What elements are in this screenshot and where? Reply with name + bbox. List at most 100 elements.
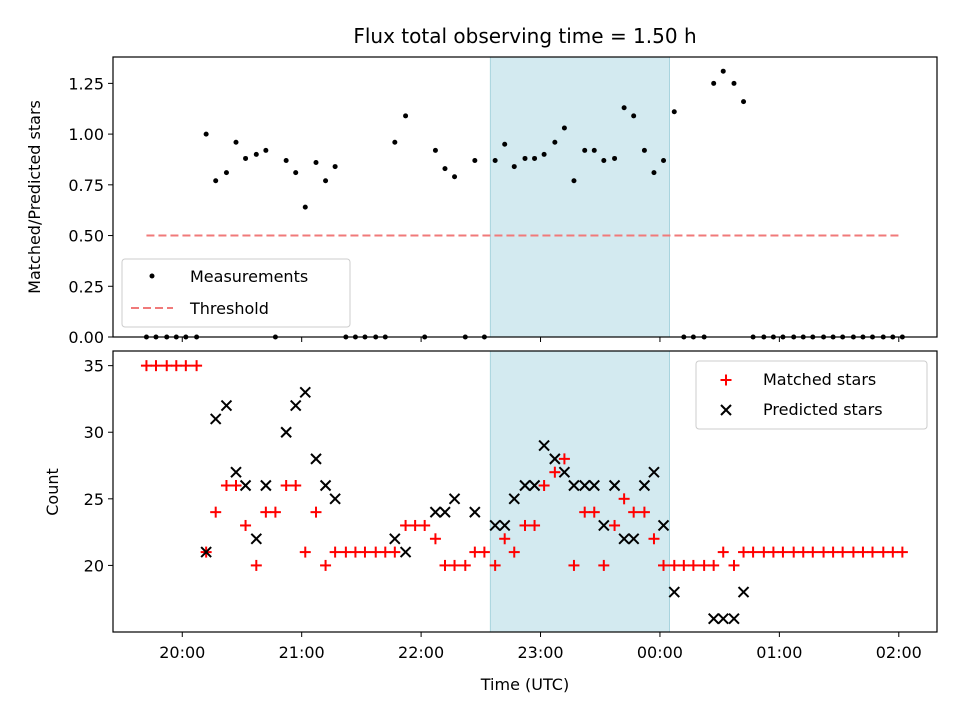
point-p0-s0-38 bbox=[532, 155, 538, 161]
y-tick-label-0-0: 0.00 bbox=[68, 328, 104, 347]
legend-predicted-label: Predicted stars bbox=[763, 400, 883, 419]
point-p0-s0-42 bbox=[571, 178, 577, 184]
point-p1-s0-45 bbox=[588, 506, 600, 518]
point-p1-s1-40 bbox=[728, 612, 740, 625]
point-p1-s1-6 bbox=[260, 479, 272, 492]
point-p0-s0-49 bbox=[641, 147, 647, 153]
point-p1-s0-23 bbox=[370, 546, 382, 558]
point-p0-s0-40 bbox=[552, 139, 558, 145]
point-p0-s0-43 bbox=[582, 147, 588, 153]
point-p1-s1-29 bbox=[588, 479, 600, 492]
point-p1-s1-17 bbox=[448, 493, 461, 505]
point-p1-s0-76 bbox=[896, 546, 908, 558]
y-tick-label-0-1: 0.25 bbox=[68, 277, 104, 296]
observing-window-1 bbox=[489, 350, 670, 633]
point-p0-s0-58 bbox=[731, 80, 737, 86]
point-p0-s0-56 bbox=[711, 80, 717, 86]
point-p1-s1-36 bbox=[657, 519, 670, 532]
point-p0-s0-14 bbox=[283, 157, 289, 163]
point-p1-s0-30 bbox=[439, 559, 451, 571]
point-p0-s0-12 bbox=[263, 147, 269, 153]
point-p1-s1-28 bbox=[579, 479, 591, 492]
point-p0-s0-34 bbox=[492, 157, 498, 163]
point-p1-s0-4 bbox=[180, 360, 192, 372]
point-p1-s1-13 bbox=[389, 533, 401, 545]
point-p1-s0-31 bbox=[449, 559, 461, 571]
point-p0-s0-37 bbox=[522, 155, 528, 161]
point-p0-s0-8 bbox=[223, 170, 229, 176]
point-p1-s0-13 bbox=[269, 506, 281, 518]
point-p1-s0-9 bbox=[230, 480, 242, 492]
point-p0-s0-9 bbox=[233, 139, 239, 145]
point-p1-s0-2 bbox=[161, 360, 173, 372]
point-p1-s0-55 bbox=[687, 559, 699, 571]
point-p1-s0-42 bbox=[558, 453, 570, 465]
point-p1-s0-57 bbox=[708, 559, 720, 571]
point-p1-s1-24 bbox=[538, 439, 550, 452]
point-p1-s1-7 bbox=[280, 426, 292, 438]
point-p1-s0-64 bbox=[777, 546, 789, 558]
point-p1-s0-19 bbox=[329, 546, 341, 558]
legend-predicted-marker bbox=[720, 404, 732, 416]
x-tick-label-4: 00:00 bbox=[637, 643, 683, 662]
point-p0-s0-7 bbox=[213, 178, 219, 184]
point-p1-s1-34 bbox=[638, 479, 651, 492]
point-p1-s1-39 bbox=[717, 612, 729, 625]
x-axis-label: Time (UTC) bbox=[480, 675, 569, 694]
point-p1-s1-3 bbox=[230, 466, 242, 478]
point-p1-s1-25 bbox=[549, 453, 561, 465]
point-p1-s0-7 bbox=[210, 506, 222, 518]
point-p1-s0-8 bbox=[220, 480, 232, 492]
legend-top: Measurements Threshold bbox=[121, 258, 351, 328]
point-p1-s0-52 bbox=[658, 559, 670, 571]
point-p1-s0-21 bbox=[349, 546, 361, 558]
point-p1-s0-38 bbox=[519, 519, 531, 531]
point-p1-s0-65 bbox=[788, 546, 800, 558]
legend-measurements-label: Measurements bbox=[190, 267, 308, 286]
point-p1-s1-4 bbox=[239, 479, 252, 492]
point-p1-s1-26 bbox=[558, 466, 571, 478]
point-p1-s0-33 bbox=[469, 546, 481, 558]
point-p1-s0-16 bbox=[299, 546, 311, 558]
point-p1-s0-50 bbox=[638, 506, 650, 518]
point-p1-s0-41 bbox=[549, 466, 561, 478]
point-p0-s0-59 bbox=[741, 99, 747, 105]
x-tick-label-2: 22:00 bbox=[398, 643, 444, 662]
legend-bottom: Matched stars Predicted stars bbox=[695, 360, 928, 430]
point-p1-s0-59 bbox=[728, 559, 740, 571]
point-p1-s1-15 bbox=[429, 506, 442, 518]
y-tick-label-1-2: 30 bbox=[84, 423, 104, 442]
point-p0-s0-6 bbox=[203, 131, 209, 137]
point-p1-s0-44 bbox=[579, 506, 591, 518]
top-ylabel: Matched/Predicted stars bbox=[25, 100, 44, 294]
point-p1-s0-17 bbox=[310, 506, 322, 518]
point-p0-s0-44 bbox=[591, 147, 597, 153]
panel-frame-1 bbox=[112, 350, 938, 633]
point-p1-s0-56 bbox=[698, 559, 710, 571]
point-p0-s0-26 bbox=[403, 113, 409, 119]
point-p1-s1-18 bbox=[469, 506, 481, 518]
point-p1-s0-27 bbox=[409, 519, 421, 531]
x-tick-label-3: 23:00 bbox=[517, 643, 563, 662]
chart-title: Flux total observing time = 1.50 h bbox=[353, 24, 696, 48]
point-p1-s1-23 bbox=[528, 479, 541, 492]
point-p1-s0-12 bbox=[260, 506, 272, 518]
point-p1-s1-38 bbox=[707, 612, 720, 625]
point-p0-s0-17 bbox=[313, 160, 319, 166]
point-p0-s0-16 bbox=[302, 204, 308, 210]
point-p1-s0-32 bbox=[459, 559, 471, 571]
point-p1-s1-37 bbox=[668, 586, 680, 598]
point-p0-s0-18 bbox=[323, 178, 329, 184]
point-p1-s0-36 bbox=[499, 533, 511, 545]
x-tick-label-6: 02:00 bbox=[876, 643, 922, 662]
y-tick-label-0-5: 1.25 bbox=[68, 74, 104, 93]
point-p1-s1-8 bbox=[290, 399, 302, 412]
point-p1-s1-14 bbox=[399, 546, 412, 558]
point-p1-s1-41 bbox=[737, 586, 750, 598]
plot-layer: 0.00 0.25 0.50 0.75 1.00 1.25 Measurements Thre… bbox=[68, 56, 938, 662]
point-p1-s1-27 bbox=[568, 479, 580, 492]
point-p1-s1-10 bbox=[310, 453, 322, 465]
point-p1-s1-33 bbox=[627, 533, 640, 545]
point-p1-s0-47 bbox=[609, 519, 621, 531]
